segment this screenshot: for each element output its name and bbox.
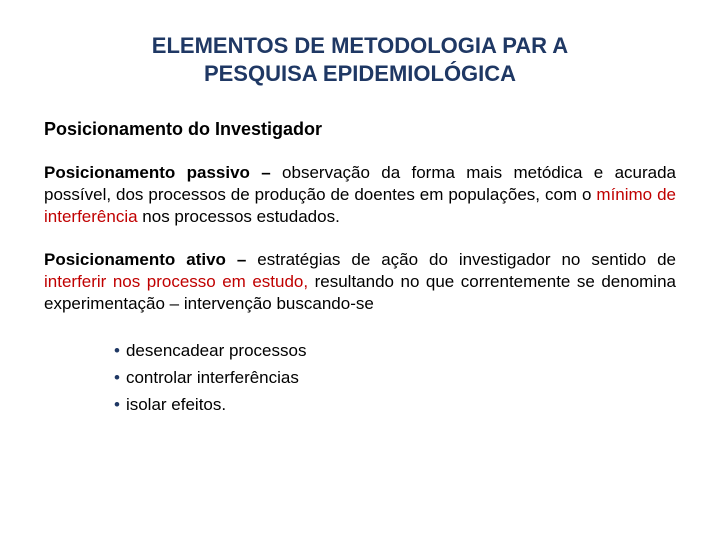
bullet-dot-icon: • <box>114 337 120 364</box>
title-line2: PESQUISA EPIDEMIOLÓGICA <box>204 61 516 86</box>
list-item: • isolar efeitos. <box>114 391 676 418</box>
bullet-text: controlar interferências <box>126 364 299 391</box>
p2-accent: interferir nos processo em estudo, <box>44 272 308 291</box>
p2-text1: estratégias de ação do investigador no s… <box>246 250 676 269</box>
list-item: • desencadear processos <box>114 337 676 364</box>
paragraph-passivo: Posicionamento passivo – observação da f… <box>44 162 676 227</box>
bullet-text: isolar efeitos. <box>126 391 226 418</box>
slide-title: ELEMENTOS DE METODOLOGIA PAR A PESQUISA … <box>44 32 676 87</box>
lead-ativo: Posicionamento ativo – <box>44 250 246 269</box>
title-line1: ELEMENTOS DE METODOLOGIA PAR A <box>152 33 568 58</box>
bullet-list: • desencadear processos • controlar inte… <box>114 337 676 419</box>
lead-passivo: Posicionamento passivo – <box>44 163 271 182</box>
p1-text2: nos processos estudados. <box>138 207 340 226</box>
bullet-text: desencadear processos <box>126 337 307 364</box>
bullet-dot-icon: • <box>114 391 120 418</box>
section-subtitle: Posicionamento do Investigador <box>44 119 676 140</box>
paragraph-ativo: Posicionamento ativo – estratégias de aç… <box>44 249 676 314</box>
list-item: • controlar interferências <box>114 364 676 391</box>
bullet-dot-icon: • <box>114 364 120 391</box>
slide: ELEMENTOS DE METODOLOGIA PAR A PESQUISA … <box>0 0 720 540</box>
